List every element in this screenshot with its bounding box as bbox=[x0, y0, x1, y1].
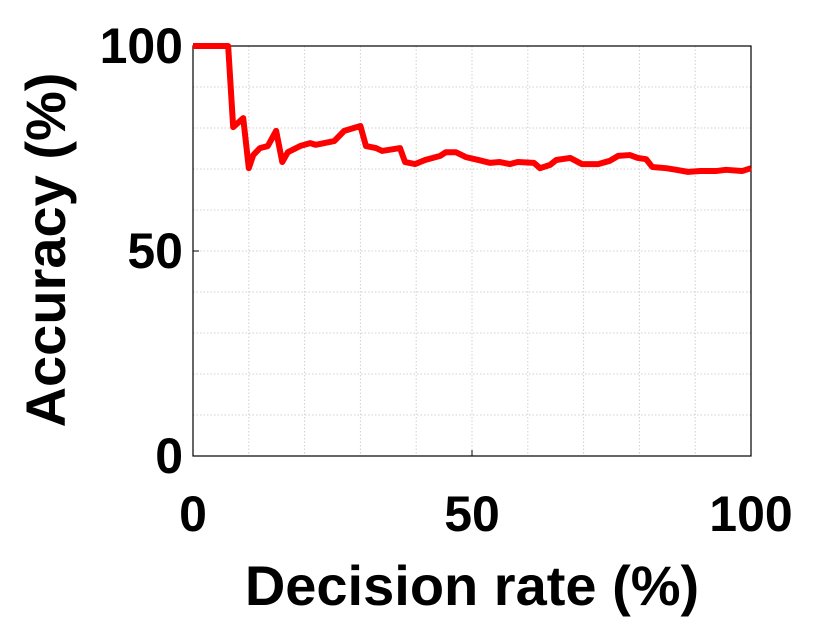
y-axis-label: Accuracy (%) bbox=[14, 73, 77, 428]
y-tick-label: 100 bbox=[100, 18, 183, 74]
x-tick-label: 0 bbox=[179, 486, 207, 542]
y-tick-label: 50 bbox=[127, 223, 183, 279]
data-line bbox=[193, 43, 752, 175]
plot-frame bbox=[192, 45, 752, 457]
x-tick-label: 50 bbox=[444, 486, 500, 542]
x-tick-label: 100 bbox=[709, 486, 792, 542]
x-axis-label: Decision rate (%) bbox=[245, 554, 699, 617]
y-tick-label: 0 bbox=[155, 428, 183, 484]
